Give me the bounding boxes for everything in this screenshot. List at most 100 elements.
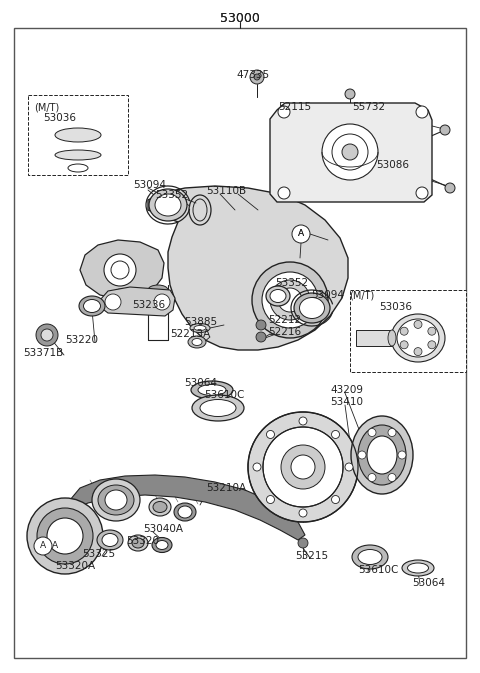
Circle shape (345, 463, 353, 471)
Circle shape (252, 262, 328, 338)
Ellipse shape (155, 194, 181, 216)
Text: 53371B: 53371B (23, 348, 63, 358)
Ellipse shape (132, 538, 144, 548)
Circle shape (388, 429, 396, 437)
Circle shape (398, 451, 406, 459)
Circle shape (445, 183, 455, 193)
Text: 52213A: 52213A (170, 329, 210, 339)
Text: 52212: 52212 (268, 315, 301, 325)
Circle shape (298, 538, 308, 548)
Circle shape (41, 329, 53, 341)
Ellipse shape (191, 381, 233, 399)
Circle shape (253, 463, 261, 471)
Ellipse shape (102, 534, 118, 546)
Circle shape (34, 537, 52, 555)
Circle shape (368, 429, 376, 437)
Ellipse shape (402, 560, 434, 576)
Polygon shape (270, 103, 432, 202)
Text: 53610C: 53610C (358, 565, 398, 575)
Text: 53325: 53325 (82, 549, 115, 559)
Circle shape (250, 70, 264, 84)
Ellipse shape (194, 326, 206, 330)
Circle shape (342, 144, 358, 160)
Text: 53410: 53410 (330, 397, 363, 407)
Ellipse shape (149, 498, 171, 516)
Circle shape (270, 280, 310, 320)
Ellipse shape (178, 506, 192, 518)
Ellipse shape (358, 549, 382, 565)
Text: 53236: 53236 (132, 300, 165, 310)
Ellipse shape (55, 128, 101, 142)
Text: 53320: 53320 (126, 536, 159, 546)
Text: 52216: 52216 (268, 327, 301, 337)
Circle shape (37, 508, 93, 564)
Ellipse shape (55, 150, 101, 160)
Polygon shape (100, 287, 175, 316)
Circle shape (266, 495, 275, 503)
Text: 53000: 53000 (220, 11, 260, 24)
Text: 53110B: 53110B (206, 186, 246, 196)
Circle shape (47, 518, 83, 554)
Circle shape (440, 125, 450, 135)
Text: 53094: 53094 (133, 180, 166, 190)
Circle shape (248, 412, 358, 522)
Polygon shape (68, 475, 305, 540)
Circle shape (332, 495, 339, 503)
Circle shape (262, 272, 318, 328)
Circle shape (256, 320, 266, 330)
Ellipse shape (266, 286, 290, 306)
Text: 53352: 53352 (275, 278, 308, 288)
Text: 53210A: 53210A (206, 483, 246, 493)
Circle shape (428, 327, 436, 335)
Text: 53036: 53036 (43, 113, 76, 123)
Circle shape (254, 74, 260, 80)
Text: 53215: 53215 (295, 551, 328, 561)
Text: 53094: 53094 (311, 290, 344, 300)
Text: A: A (298, 229, 304, 238)
Ellipse shape (352, 545, 388, 569)
Text: 53320A: 53320A (55, 561, 95, 571)
Ellipse shape (98, 485, 134, 515)
Ellipse shape (388, 330, 396, 346)
Ellipse shape (408, 563, 429, 573)
Ellipse shape (367, 436, 397, 474)
Circle shape (27, 498, 103, 574)
Text: 53220: 53220 (65, 335, 98, 345)
Bar (350, 290, 466, 372)
Circle shape (388, 474, 396, 481)
Text: 53064: 53064 (184, 378, 217, 388)
Ellipse shape (198, 384, 226, 396)
Ellipse shape (152, 538, 172, 553)
Circle shape (104, 254, 136, 286)
Ellipse shape (300, 297, 324, 318)
Ellipse shape (192, 395, 244, 421)
Circle shape (368, 474, 376, 481)
Circle shape (416, 106, 428, 118)
Bar (28, 95, 128, 175)
Circle shape (414, 320, 422, 328)
Ellipse shape (156, 540, 168, 549)
Circle shape (400, 327, 408, 335)
Circle shape (358, 451, 366, 459)
Ellipse shape (79, 296, 105, 316)
Circle shape (263, 427, 343, 507)
Text: 53000: 53000 (220, 11, 260, 24)
Circle shape (332, 134, 368, 170)
Circle shape (416, 187, 428, 199)
Circle shape (154, 294, 170, 310)
Bar (356, 330, 392, 346)
Text: 53086: 53086 (376, 160, 409, 170)
Circle shape (266, 431, 275, 439)
Text: (M/T): (M/T) (34, 103, 59, 113)
Ellipse shape (84, 299, 100, 312)
Ellipse shape (105, 490, 127, 510)
Text: 47335: 47335 (236, 70, 269, 80)
Circle shape (400, 341, 408, 349)
Circle shape (105, 294, 121, 310)
Circle shape (291, 455, 315, 479)
Ellipse shape (358, 425, 406, 485)
Ellipse shape (174, 503, 196, 521)
Circle shape (36, 324, 58, 346)
Circle shape (111, 261, 129, 279)
Polygon shape (148, 186, 348, 350)
